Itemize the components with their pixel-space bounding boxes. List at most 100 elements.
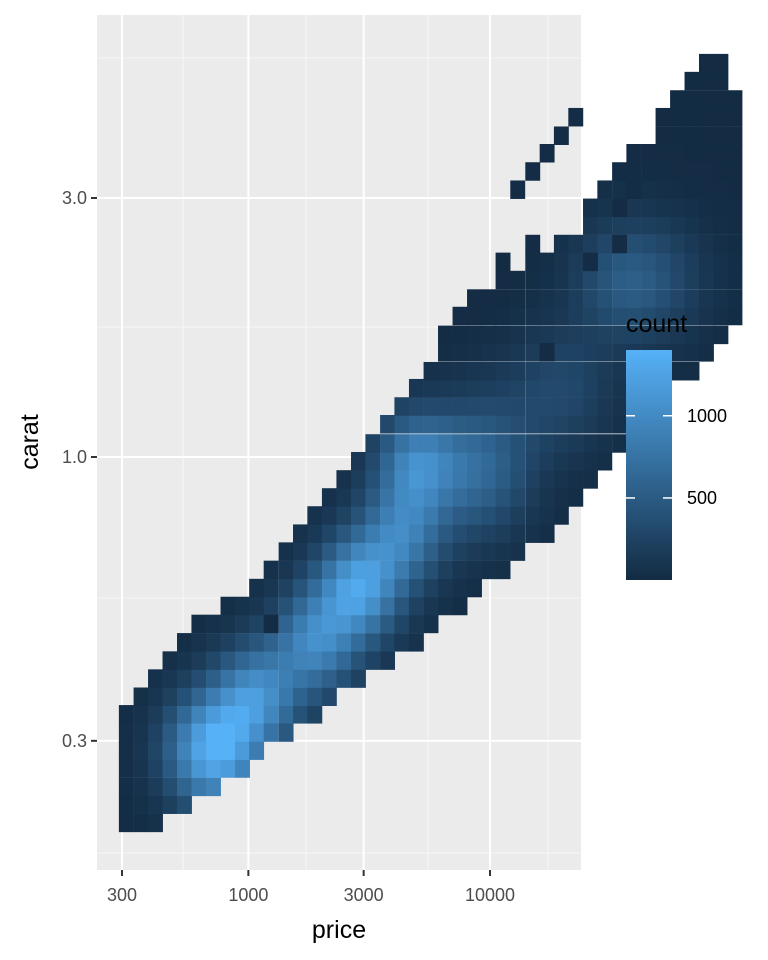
heatmap-cell-423 <box>583 216 598 235</box>
heatmap-cell-243 <box>423 378 439 398</box>
heatmap-cell-179 <box>365 560 381 580</box>
heatmap-cell-501 <box>655 144 671 163</box>
heatmap-cell-208 <box>394 506 410 525</box>
heatmap-cell-27 <box>162 741 178 760</box>
heatmap-cell-182 <box>365 506 381 525</box>
heatmap-cell-463 <box>626 306 642 326</box>
heatmap-cell-577 <box>727 180 743 199</box>
heatmap-cell-513 <box>670 198 685 218</box>
heatmap-cell-516 <box>670 144 685 163</box>
heatmap-cell-10 <box>133 759 149 778</box>
heatmap-cell-581 <box>727 107 743 127</box>
heatmap-cell-109 <box>278 614 294 634</box>
heatmap-cell-409 <box>583 470 598 489</box>
heatmap-cell-385 <box>553 378 569 398</box>
heatmap-cell-185 <box>365 451 381 471</box>
heatmap-cell-511 <box>670 234 685 254</box>
heatmap-cell-52 <box>191 614 207 634</box>
heatmap-cell-265 <box>452 524 468 543</box>
heatmap-cell-336 <box>510 415 526 434</box>
heatmap-cell-249 <box>438 524 453 543</box>
heatmap-cell-49 <box>191 669 207 688</box>
heatmap-cell-285 <box>467 451 482 471</box>
heatmap-cell-312 <box>495 542 511 561</box>
heatmap-cell-586 <box>612 234 627 254</box>
heatmap-cell-190 <box>380 596 395 616</box>
heatmap-cell-233 <box>423 560 439 580</box>
heatmap-cell-314 <box>495 506 511 525</box>
heatmap-cell-412 <box>583 415 598 434</box>
heatmap-cell-531 <box>684 162 700 181</box>
heatmap-cell-164 <box>351 614 366 634</box>
heatmap-cell-342 <box>510 306 526 326</box>
heatmap-cell-117 <box>293 651 308 670</box>
heatmap-cell-195 <box>380 506 395 525</box>
heatmap-cell-199 <box>380 434 395 453</box>
heatmap-cell-338 <box>510 378 526 398</box>
heatmap-cell-204 <box>394 578 410 598</box>
heatmap-cell-507 <box>670 306 685 326</box>
heatmap-cell-219 <box>408 560 424 580</box>
heatmap-cells <box>118 53 743 833</box>
heatmap-cell-315 <box>495 488 511 507</box>
heatmap-cell-57 <box>206 705 221 724</box>
heatmap-cell-75 <box>235 723 250 742</box>
heatmap-cell-302 <box>481 434 497 453</box>
heatmap-cell-269 <box>452 451 468 471</box>
legend-tick-label-1000: 1000 <box>687 406 727 426</box>
heatmap-cell-142 <box>321 596 337 616</box>
heatmap-cell-455 <box>612 180 627 199</box>
heatmap-cell-212 <box>394 434 410 453</box>
heatmap-cell-396 <box>568 451 584 471</box>
heatmap-cell-499 <box>655 180 671 199</box>
heatmap-cell-585 <box>583 252 598 272</box>
heatmap-cell-66 <box>220 705 236 724</box>
heatmap-cell-32 <box>162 651 178 670</box>
heatmap-cell-376 <box>539 270 555 290</box>
heatmap-cell-206 <box>394 542 410 561</box>
heatmap-cell-433 <box>597 306 613 326</box>
heatmap-cell-580 <box>727 126 743 145</box>
heatmap-cell-592 <box>553 126 569 145</box>
heatmap-cell-240 <box>423 434 439 453</box>
heatmap-cell-271 <box>452 415 468 434</box>
heatmap-cell-203 <box>394 596 410 616</box>
heatmap-cell-123 <box>293 542 308 561</box>
heatmap-cell-422 <box>583 234 598 254</box>
x-tick-label-10000: 10000 <box>465 885 515 905</box>
heatmap-cell-137 <box>321 687 337 706</box>
heatmap-cell-166 <box>351 578 366 598</box>
heatmap-cell-358 <box>525 289 541 308</box>
heatmap-cell-110 <box>278 596 294 616</box>
heatmap-cell-272 <box>452 397 468 416</box>
heatmap-cell-373 <box>539 325 555 345</box>
heatmap-cell-384 <box>553 397 569 416</box>
heatmap-cell-517 <box>670 126 685 145</box>
heatmap-cell-572 <box>727 270 743 290</box>
heatmap-cell-482 <box>641 234 656 254</box>
heatmap-cell-187 <box>380 651 395 670</box>
heatmap-cell-498 <box>655 198 671 218</box>
heatmap-cell-437 <box>597 234 613 254</box>
heatmap-cell-401 <box>568 361 584 381</box>
heatmap-cell-67 <box>220 687 236 706</box>
heatmap-cell-523 <box>684 306 700 326</box>
legend-tick-label-500: 500 <box>687 488 717 508</box>
heatmap-cell-569 <box>713 53 729 73</box>
heatmap-cell-310 <box>481 289 497 308</box>
heatmap-cell-127 <box>307 669 323 688</box>
heatmap-cell-220 <box>408 542 424 561</box>
heatmap-cell-258 <box>438 361 453 381</box>
heatmap-cell-340 <box>510 343 526 362</box>
heatmap-cell-353 <box>525 378 541 398</box>
heatmap-cell-251 <box>438 488 453 507</box>
heatmap-cell-282 <box>467 506 482 525</box>
heatmap-cell-303 <box>481 415 497 434</box>
heatmap-cell-486 <box>641 162 656 181</box>
heatmap-cell-368 <box>539 415 555 434</box>
heatmap-cell-246 <box>438 578 453 598</box>
heatmap-cell-222 <box>408 506 424 525</box>
heatmap-cell-559 <box>713 234 729 254</box>
heatmap-cell-286 <box>467 434 482 453</box>
